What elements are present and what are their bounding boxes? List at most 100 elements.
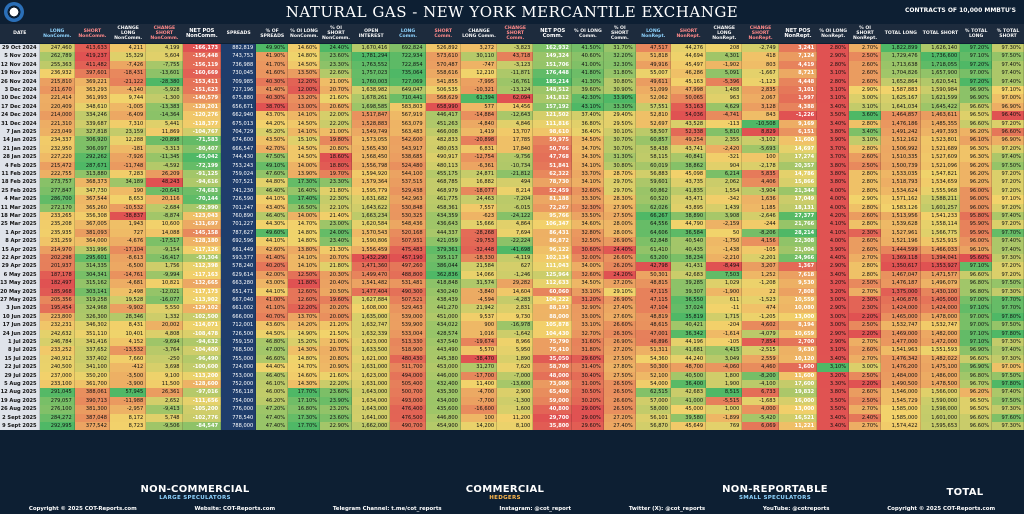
table-cell: -2,420: [706, 144, 743, 154]
table-cell: 1,517,847: [351, 111, 391, 120]
page-title: NATURAL GAS - NEW YORK MERCANTILE EXCHAN…: [285, 3, 739, 21]
table-cell: 47,001: [635, 329, 671, 338]
table-cell: 26.50%: [603, 380, 636, 389]
table-cell: 41.70%: [256, 60, 289, 70]
table-cell: 58,115: [635, 153, 671, 162]
table-row: 26 Aug 2025 276,100 381,300 -2,957 -9,413 -10…: [0, 405, 1024, 414]
table-cell: 21.50%: [320, 329, 352, 338]
table-cell: 34.10%: [571, 178, 604, 187]
column-header: TOTAL SHORT: [922, 31, 959, 36]
table-cell: 453,000: [425, 363, 461, 372]
instagram-link[interactable]: Instagram: @cot_report: [499, 506, 572, 512]
table-cell: 208: [706, 44, 743, 53]
youtube-link[interactable]: YouTube: @cotreports: [762, 506, 830, 512]
table-cell: -7,926: [109, 153, 147, 162]
table-cell: 23.20%: [320, 405, 352, 414]
table-cell: 1,652,864: [881, 77, 921, 86]
twitter-link[interactable]: Twitter (X): @cot_reports: [628, 506, 706, 512]
table-cell: 306,097: [74, 144, 110, 154]
date-cell: 11 Feb 2025: [0, 170, 40, 179]
table-cell: 96.60%: [960, 119, 993, 128]
table-cell: 34,189: [109, 178, 147, 187]
table-cell: -4,079: [742, 329, 779, 338]
table-cell: 2.30%: [849, 304, 881, 313]
table-cell: 22.20%: [320, 119, 352, 128]
table-cell: 2.80%: [849, 186, 881, 196]
table-cell: -5,396: [706, 77, 743, 86]
table-cell: 27.80%: [603, 363, 636, 372]
table-cell: 507,931: [390, 237, 426, 246]
table-row: 19 Nov 2024 236,932 397,601 -18,431 -13,601-…: [0, 69, 1024, 78]
website-link[interactable]: Website: COT-Reports.com: [194, 506, 276, 512]
table-cell: -3,123: [497, 60, 534, 70]
table-cell: 287,671: [74, 161, 110, 170]
table-cell: 26.90%: [603, 296, 636, 305]
table-cell: 7,854: [742, 338, 779, 347]
table-cell: 14.50%: [288, 153, 321, 162]
table-cell: 57,551: [635, 102, 671, 112]
table-cell: 24.40%: [603, 245, 636, 254]
table-cell: 43.50%: [256, 136, 289, 145]
table-cell: 1,488: [706, 86, 743, 95]
table-cell: 33.70%: [571, 170, 604, 179]
table-cell: 6,151: [778, 128, 818, 137]
table-cell: 9,537: [460, 312, 498, 322]
table-cell: 722,854: [390, 60, 426, 70]
table-cell: 20.70%: [320, 346, 352, 355]
table-cell: 40,800: [533, 405, 572, 414]
table-cell: -1,208: [742, 279, 779, 288]
table-cell: 20,357: [778, 161, 818, 170]
section-subtitle: HEDGERS: [489, 495, 521, 501]
table-cell: 97.20%: [992, 144, 1024, 154]
table-cell: 1,485,355: [920, 119, 961, 128]
table-cell: 26.60%: [603, 396, 636, 406]
table-cell: 43,741: [670, 144, 707, 154]
table-cell: 27.20%: [603, 413, 636, 422]
date-cell: 25 Feb 2025: [0, 186, 40, 196]
table-cell: 47,104: [635, 304, 671, 313]
table-cell: 27.50%: [603, 212, 636, 221]
table-cell: 1,997: [778, 94, 818, 103]
table-cell: 7,808: [778, 287, 818, 296]
table-cell: 49.90%: [256, 44, 289, 53]
table-cell: 14.20%: [288, 321, 321, 330]
table-cell: 12,210: [460, 69, 498, 78]
table-cell: 13.00%: [288, 102, 321, 112]
table-row: 12 Aug 2025 291,045 388,061 57,945 26,361 -97…: [0, 388, 1024, 397]
table-cell: 17,600: [778, 380, 818, 389]
column-header: % OI LONG Comm.: [574, 28, 602, 39]
table-cell: 44,694: [670, 52, 707, 61]
table-cell: -4,594: [460, 296, 498, 305]
date-cell: 10 Dec 2024: [0, 94, 40, 103]
table-cell: 97.10%: [960, 262, 993, 271]
table-cell: 548,436: [390, 220, 426, 229]
table-cell: 362,836: [425, 270, 461, 280]
table-cell: 40,540: [670, 237, 707, 246]
table-cell: 1,756: [146, 262, 183, 271]
table-cell: 493,000: [390, 396, 426, 406]
table-cell: -94,616: [182, 178, 222, 187]
table-cell: 46.20%: [256, 396, 289, 406]
table-cell: 9,630: [778, 346, 818, 355]
table-cell: 351,110: [74, 329, 110, 338]
table-cell: 22.10%: [320, 203, 352, 212]
date-cell: 5 Nov 2024: [0, 52, 40, 61]
table-cell: 9,169: [778, 119, 818, 128]
table-cell: 32.30%: [603, 60, 636, 70]
table-row: 22 Apr 2025 202,298 295,601 -8,613 -16,417 -9…: [0, 254, 1024, 263]
table-cell: -102,500: [182, 312, 222, 322]
table-cell: 14.50%: [288, 144, 321, 154]
table-cell: 346,302: [74, 321, 110, 330]
table-cell: 5,950: [497, 346, 534, 355]
table-cell: 62,322: [533, 170, 572, 179]
table-cell: 28.00%: [603, 228, 636, 238]
table-cell: 31.00%: [571, 380, 604, 389]
table-cell: 1,185: [742, 203, 779, 212]
table-cell: 476,400: [390, 405, 426, 414]
table-cell: 21.60%: [320, 371, 352, 380]
table-cell: 2,835: [742, 86, 779, 95]
table-cell: -17,700: [460, 371, 498, 380]
table-cell: 313,880: [74, 170, 110, 179]
telegram-link[interactable]: Telegram Channel: t.me/cot_reports: [332, 506, 442, 512]
table-cell: 41,431: [670, 262, 707, 271]
